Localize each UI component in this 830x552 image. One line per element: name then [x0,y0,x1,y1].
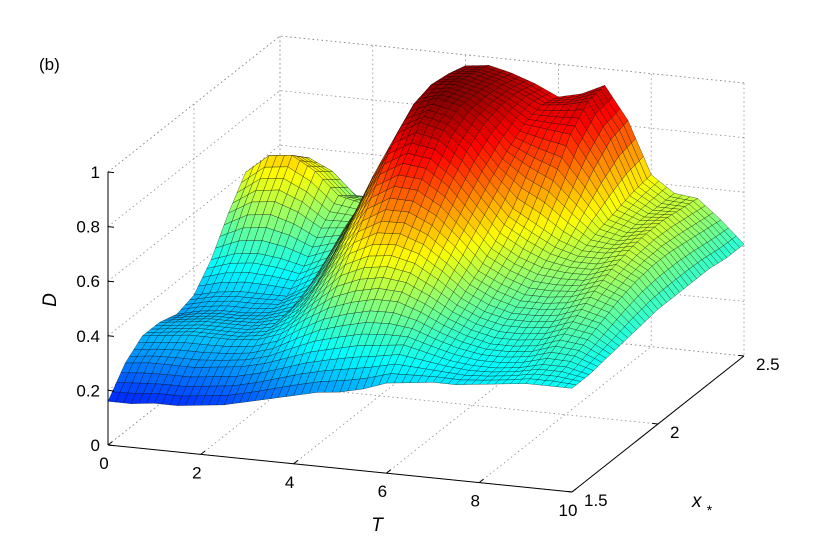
y-tick-mark [566,490,573,493]
z-tick-mark [107,389,115,392]
y-tick-mark [652,422,659,425]
y-axis-label-subscript: * [707,502,713,518]
y-tick-label: 2.5 [756,355,780,374]
y-tick-label: 1.5 [584,491,608,510]
x-tick-mark [478,478,484,483]
x-tick-label: 4 [285,473,294,492]
x-tick-mark [571,488,577,493]
x-tick-mark [293,460,299,465]
x-tick-mark [200,450,206,455]
surface-facet [107,391,121,403]
z-gridline [107,144,745,282]
z-tick-mark [107,335,115,337]
z-tick-mark [107,280,115,283]
y-tick-label: 2 [670,423,679,442]
x-tick-label: 2 [192,463,201,482]
x-axis-label: T [371,515,384,536]
z-gridline [107,199,745,337]
z-tick-label: 0.8 [76,218,100,237]
y-axis-label-text: x [691,491,703,512]
y-gridline [193,104,659,425]
axes-layer: 0 0.2 0.4 0.6 0.8 1 10 8 6 4 2 0 1.5 2 2.5 [76,163,779,520]
surface-layer [107,65,745,406]
x-tick-label: 10 [559,501,578,520]
y-axis-label: x * [691,491,713,518]
x-gridline [200,45,374,455]
z-tick-label: 0.6 [76,272,100,291]
label-layer: (b) D T x * [39,55,713,536]
panel-label: (b) [39,55,60,74]
z-tick-mark [107,444,115,447]
y-tick-mark [738,354,745,357]
z-tick-mark [107,171,115,174]
x-tick-label: 8 [470,492,479,511]
z-tick-label: 0.4 [76,327,100,346]
z-axis-label: D [40,293,61,307]
x-tick-mark [386,469,392,474]
top-frame-line [107,35,745,173]
x-tick-mark [107,441,113,446]
x-gridline [478,73,652,483]
z-tick-label: 1 [91,163,100,182]
z-tick-mark [107,226,115,228]
x-axis-line [107,444,573,493]
x-tick-label: 6 [378,482,387,501]
x-tick-label: 0 [99,454,108,473]
z-tick-label: 0.2 [76,381,100,400]
y-gridline [279,36,745,357]
z-tick-label: 0 [91,436,100,455]
z-gridline [107,90,745,227]
